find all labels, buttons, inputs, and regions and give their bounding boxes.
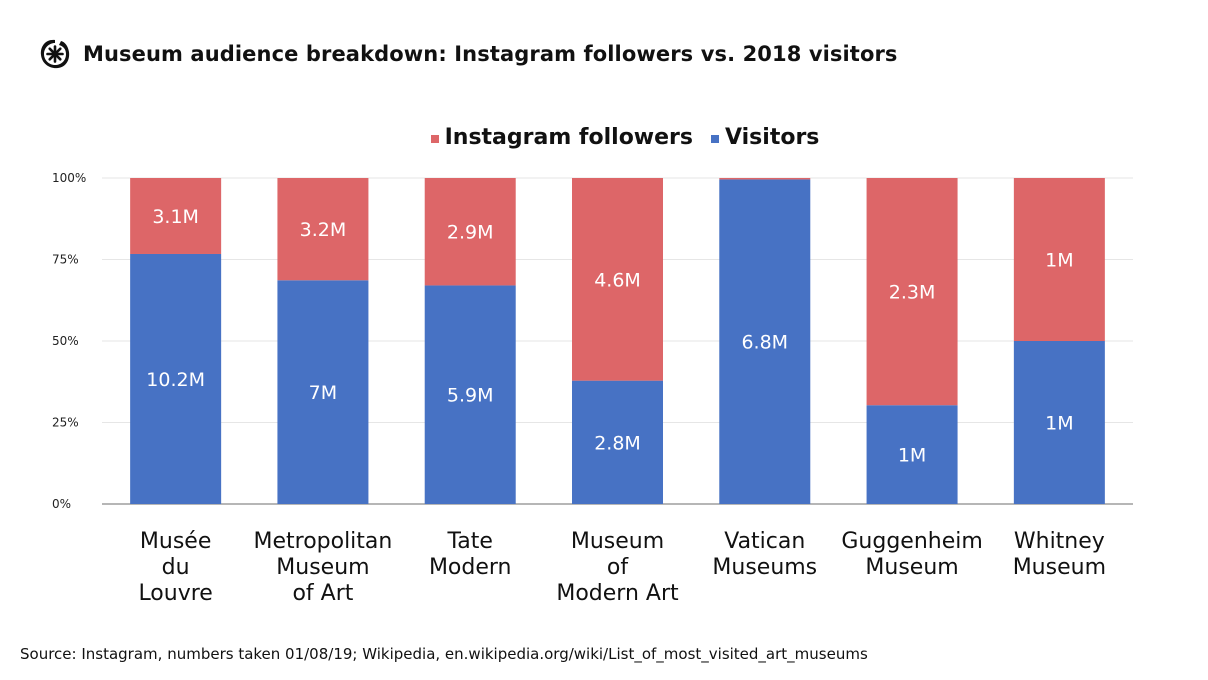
y-tick-label: 25% [52, 416, 79, 430]
x-category-label: Vatican Museums [712, 529, 817, 580]
data-label-instagram: 2.3M [889, 282, 936, 304]
x-category-label: Guggenheim Museum [841, 529, 982, 580]
chart-title: Museum audience breakdown: Instagram fol… [83, 42, 898, 66]
x-category-label-line: Louvre [138, 581, 212, 606]
x-category-label-line: Whitney [1014, 529, 1105, 554]
bar-instagram [1013, 178, 1105, 341]
data-label-visitors: 5.9M [447, 385, 494, 407]
y-tick-label: 100% [52, 171, 86, 185]
x-category-label-line: Metropolitan [253, 529, 392, 554]
x-category-label-line: Museum [1013, 555, 1106, 580]
chart-title-row: Museum audience breakdown: Instagram fol… [37, 36, 898, 72]
legend-swatch-instagram [430, 134, 439, 143]
legend-label-visitors: Visitors [725, 125, 820, 150]
data-label-visitors: 7M [309, 382, 337, 404]
x-category-label: Museum of Modern Art [556, 529, 679, 606]
x-category-label-line: Modern Art [556, 581, 679, 606]
x-category-label: Musée du Louvre [138, 529, 212, 606]
bar-visitors [719, 179, 811, 504]
legend-label-instagram: Instagram followers [444, 125, 693, 150]
data-label-instagram: 4.6M [594, 269, 641, 291]
legend-item-visitors: Visitors [711, 125, 819, 150]
data-label-instagram: 1M [1045, 250, 1073, 272]
x-category-label-line: of [607, 555, 629, 580]
y-tick-label: 75% [52, 253, 79, 267]
x-category-label-line: Guggenheim [841, 529, 982, 554]
data-label-visitors: 10.2M [146, 369, 205, 391]
x-category-label-line: Museum [276, 555, 369, 580]
chart-legend: Instagram followers Visitors [0, 125, 1208, 150]
bar-instagram [277, 178, 369, 281]
bar-instagram [424, 178, 516, 286]
x-category-label-line: Modern [429, 555, 512, 580]
x-category-label: Metropolitan Museum of Art [253, 529, 392, 606]
data-label-instagram: 2.9M [447, 222, 494, 244]
bar-visitors [424, 285, 516, 504]
legend-swatch-visitors [711, 134, 719, 143]
x-category-label-line: Museum [865, 555, 958, 580]
x-category-label-line: Vatican [724, 529, 805, 554]
x-category-label: Whitney Museum [1013, 529, 1106, 580]
bar-visitors [277, 280, 369, 504]
x-category-label-line: Museum [571, 529, 664, 554]
x-category-label-line: du [162, 555, 190, 580]
y-tick-label: 50% [52, 334, 79, 348]
bar-visitors [1013, 341, 1105, 504]
x-category-label-line: of Art [292, 581, 353, 606]
source-note: Source: Instagram, numbers taken 01/08/1… [20, 645, 868, 663]
data-label-visitors: 1M [1045, 413, 1073, 435]
bar-instagram [572, 178, 663, 381]
legend-item-instagram: Instagram followers [430, 125, 693, 150]
data-label-visitors: 2.8M [594, 432, 641, 454]
bar-instagram [866, 178, 958, 406]
data-label-instagram: 3.1M [152, 206, 199, 228]
bar-visitors [130, 253, 222, 504]
x-category-label-line: Tate [446, 529, 492, 554]
data-label-visitors: 6.8M [741, 332, 788, 354]
bar-instagram [130, 178, 222, 254]
x-category-label-line: Museums [712, 555, 817, 580]
y-tick-label: 0% [52, 497, 71, 511]
bar-instagram [719, 178, 811, 180]
bar-visitors [572, 380, 663, 504]
data-label-instagram: 3.2M [300, 219, 347, 241]
x-category-label: Tate Modern [429, 529, 512, 580]
data-label-visitors: 1M [898, 445, 926, 467]
asterisk-circle-logo-icon [40, 39, 70, 69]
bar-visitors [866, 405, 958, 504]
x-category-label-line: Musée [140, 529, 211, 554]
